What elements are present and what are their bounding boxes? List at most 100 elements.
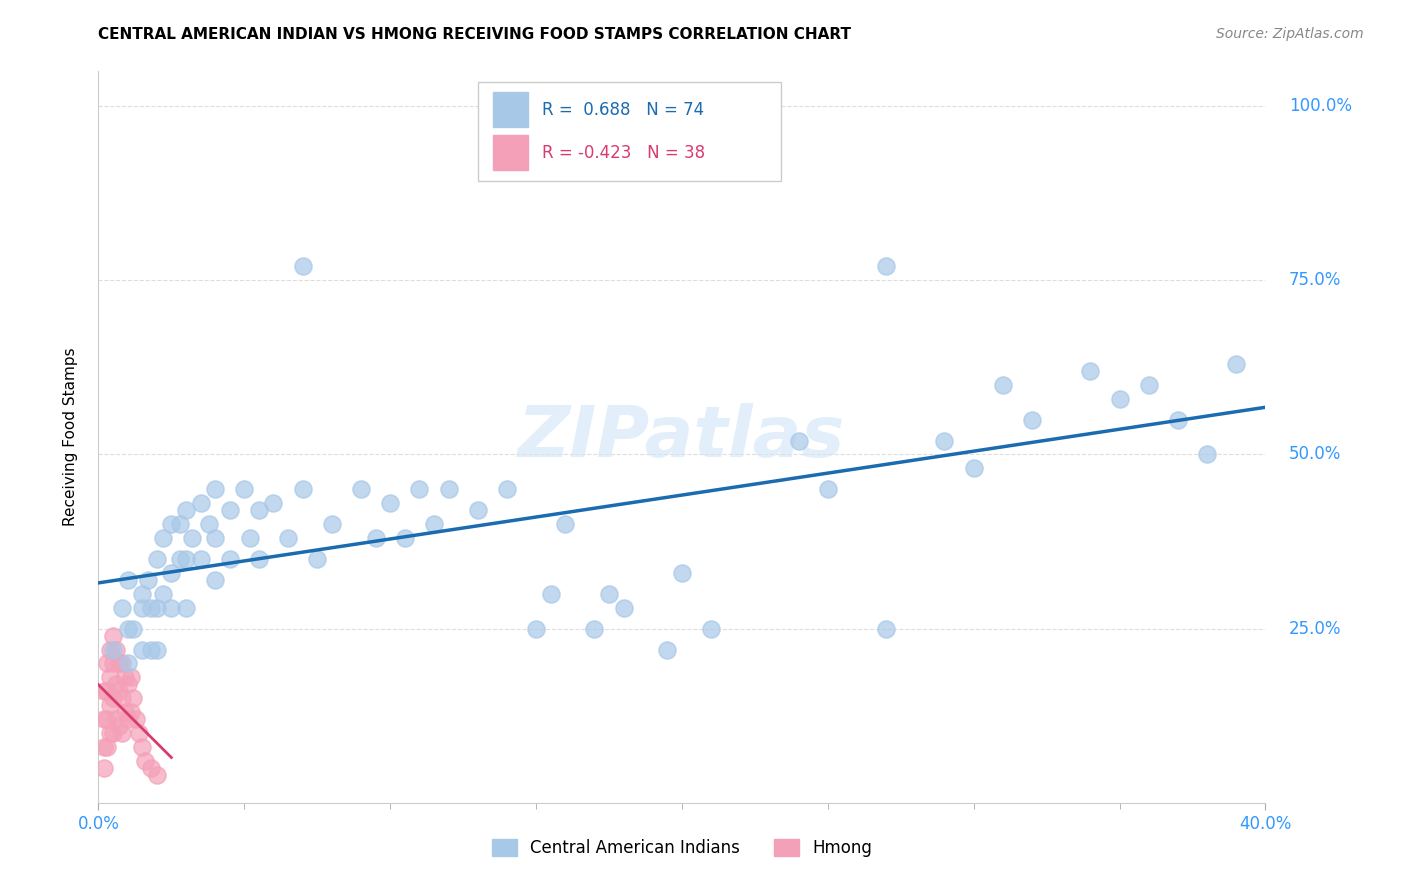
FancyBboxPatch shape (494, 135, 527, 170)
Point (117, 573, 139, 587)
Point (96, 657, 118, 671)
Point (98, 670, 121, 684)
Point (991, 377, 1014, 392)
FancyBboxPatch shape (478, 82, 782, 181)
Point (671, 566, 693, 580)
Point (125, 712, 148, 726)
Point (111, 657, 134, 671)
Point (218, 552, 240, 566)
Point (98, 698, 121, 713)
Point (174, 600, 197, 615)
Point (198, 517, 221, 532)
Point (146, 552, 169, 566)
Point (120, 705, 142, 719)
Point (98, 726, 121, 740)
Text: 50.0%: 50.0% (1289, 445, 1341, 464)
Point (321, 517, 343, 532)
Point (104, 677, 127, 691)
Point (146, 768, 169, 782)
Point (437, 483, 460, 497)
Point (96, 684, 118, 698)
Point (131, 740, 153, 755)
Point (700, 622, 723, 636)
Point (1137, 377, 1160, 392)
Point (875, 260, 897, 274)
Point (408, 483, 430, 497)
Point (291, 260, 314, 274)
Point (169, 552, 191, 566)
Point (117, 657, 139, 671)
Point (117, 712, 139, 726)
Point (554, 517, 576, 532)
Point (524, 622, 547, 636)
Point (787, 434, 810, 448)
Text: CENTRAL AMERICAN INDIAN VS HMONG RECEIVING FOOD STAMPS CORRELATION CHART: CENTRAL AMERICAN INDIAN VS HMONG RECEIVI… (98, 27, 852, 42)
Point (307, 552, 329, 566)
Point (204, 573, 226, 587)
Point (120, 670, 142, 684)
Point (139, 642, 162, 657)
Point (152, 587, 174, 601)
Point (108, 684, 131, 698)
Point (394, 531, 416, 545)
Point (101, 642, 124, 657)
Point (180, 531, 202, 545)
Point (1080, 364, 1102, 378)
Point (136, 573, 159, 587)
Text: 75.0%: 75.0% (1289, 271, 1341, 289)
Point (146, 642, 169, 657)
Point (817, 483, 839, 497)
Point (139, 761, 162, 775)
Point (962, 461, 984, 475)
Point (101, 629, 124, 643)
Point (169, 517, 191, 532)
Point (122, 691, 145, 706)
Point (128, 726, 150, 740)
Point (96, 740, 118, 755)
Point (657, 642, 679, 657)
Point (1225, 357, 1247, 371)
Point (174, 552, 197, 566)
Point (93, 761, 115, 775)
Point (350, 483, 373, 497)
Point (598, 587, 620, 601)
Point (204, 483, 226, 497)
Point (540, 587, 562, 601)
Point (174, 503, 197, 517)
FancyBboxPatch shape (494, 92, 527, 128)
Point (247, 552, 270, 566)
Point (934, 434, 956, 448)
Point (277, 531, 299, 545)
Point (134, 754, 156, 768)
Point (380, 496, 402, 510)
Text: ZIPatlas: ZIPatlas (519, 402, 845, 472)
Point (239, 531, 262, 545)
Point (1167, 412, 1189, 426)
Y-axis label: Receiving Food Stamps: Receiving Food Stamps (63, 348, 77, 526)
Point (108, 719, 131, 733)
Point (1021, 412, 1043, 426)
Point (131, 642, 153, 657)
Point (117, 677, 139, 691)
Point (96, 712, 118, 726)
Point (146, 600, 169, 615)
Point (93, 712, 115, 726)
Point (190, 496, 212, 510)
Point (104, 712, 127, 726)
Point (93, 684, 115, 698)
Point (233, 483, 256, 497)
Point (1108, 392, 1130, 406)
Point (262, 496, 284, 510)
Point (108, 657, 131, 671)
Point (93, 740, 115, 755)
Point (160, 517, 183, 532)
Point (160, 566, 183, 580)
Point (114, 705, 136, 719)
Point (247, 503, 270, 517)
Point (160, 600, 183, 615)
Point (114, 670, 136, 684)
Text: 25.0%: 25.0% (1289, 620, 1341, 638)
Point (101, 726, 124, 740)
Point (496, 483, 519, 497)
Point (139, 600, 162, 615)
